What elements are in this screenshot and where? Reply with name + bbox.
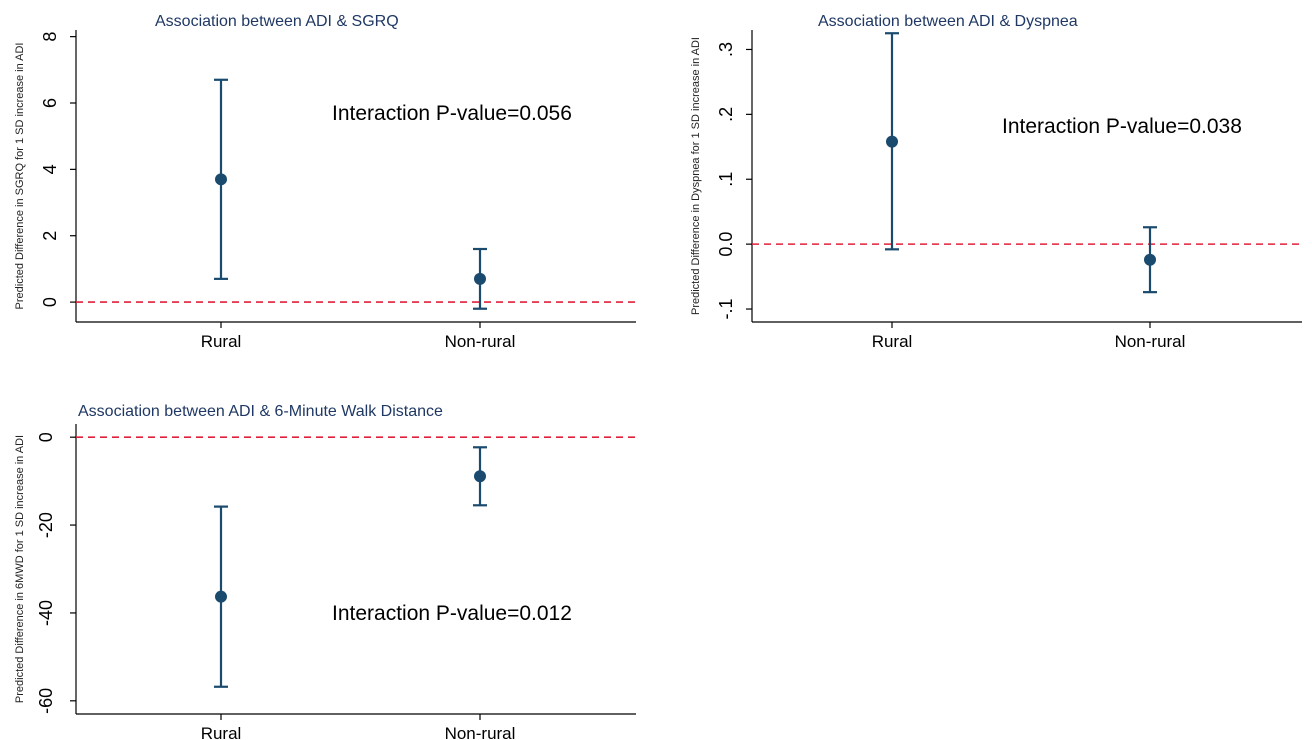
y-tick-label: 0: [40, 297, 60, 307]
x-tick-label: Rural: [872, 332, 913, 351]
y-tick-label: 8: [40, 32, 60, 42]
y-axis-title: Predicted Difference in SGRQ for 1 SD in…: [14, 43, 26, 310]
y-tick-label: 6: [40, 98, 60, 108]
chart-panel-1: 0 2 4 6 8 Rural Non-rural Predicted Difference …: [14, 13, 636, 351]
y-tick-label: 2: [40, 231, 60, 241]
y-tick-label: -20: [36, 512, 56, 538]
chart-panel-3: -60 -40 -20 0 Rural Non-rural Predicted Differ…: [14, 403, 636, 740]
y-tick-label: -60: [36, 688, 56, 714]
x-tick-label: Non-rural: [445, 724, 516, 740]
x-tick-label: Non-rural: [1115, 332, 1186, 351]
x-tick-label: Rural: [201, 332, 242, 351]
x-tick-label: Non-rural: [445, 332, 516, 351]
y-tick-label: 4: [40, 164, 60, 174]
y-tick-label: .1: [716, 172, 736, 187]
y-tick-label: .2: [716, 107, 736, 122]
y-tick-label: 0.0: [716, 232, 736, 257]
point-estimate: [215, 590, 227, 603]
chart-title: Association between ADI & SGRQ: [155, 13, 399, 30]
y-tick-label: 0: [36, 432, 56, 442]
y-tick-label: -.1: [716, 299, 736, 320]
chart-panel-2: -.1 0.0 .1 .2 .3 Rural Non-rural Predicted Diff…: [690, 13, 1302, 351]
point-estimate: [1144, 253, 1156, 266]
y-tick-label: -40: [36, 600, 56, 626]
interaction-annotation: Interaction P-value=0.056: [332, 102, 572, 125]
y-axis-title: Predicted Difference in 6MWD for 1 SD in…: [14, 435, 26, 703]
point-estimate: [474, 470, 486, 483]
interaction-annotation: Interaction P-value=0.038: [1002, 115, 1242, 138]
point-estimate: [886, 135, 898, 148]
chart-title: Association between ADI & 6-Minute Walk …: [78, 403, 443, 420]
point-estimate: [215, 173, 227, 186]
chart-title: Association between ADI & Dyspnea: [818, 13, 1078, 30]
y-tick-label: .3: [716, 42, 736, 57]
x-tick-label: Rural: [201, 724, 242, 740]
interaction-annotation: Interaction P-value=0.012: [332, 602, 572, 625]
point-estimate: [474, 272, 486, 285]
y-axis-title: Predicted Difference in Dyspnea for 1 SD…: [690, 37, 702, 315]
